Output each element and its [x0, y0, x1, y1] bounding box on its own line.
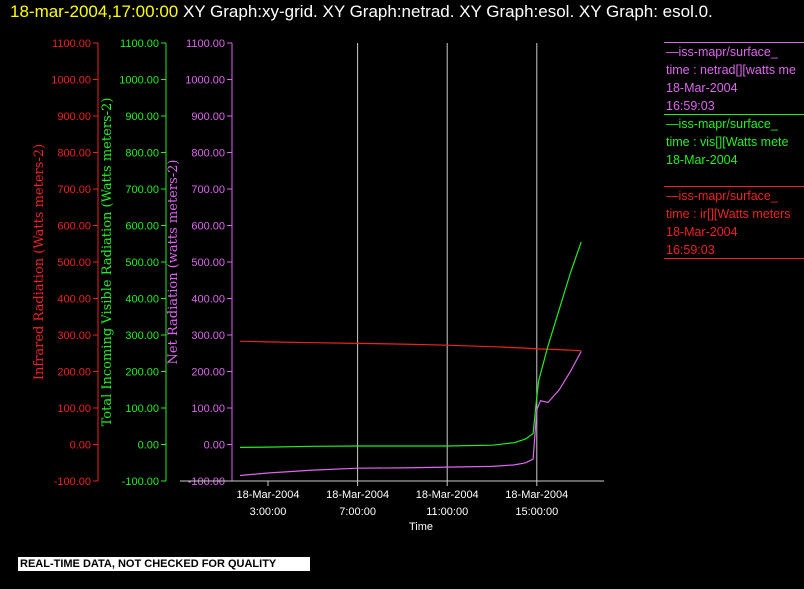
- y-tick-label: 400.00: [125, 294, 159, 306]
- y-tick-label: 200.00: [57, 367, 91, 379]
- legend-entry-text: 16:59:03: [666, 243, 715, 257]
- y-tick-label: 400.00: [57, 294, 91, 306]
- y-tick-label: 100.00: [191, 403, 225, 415]
- y-tick-label: 900.00: [57, 111, 91, 123]
- x-tick-time: 11:00:00: [426, 506, 468, 518]
- y-tick-label: 700.00: [191, 184, 225, 196]
- legend-entry-text: —iss-mapr/surface_: [666, 45, 778, 59]
- legend-separator: [664, 258, 804, 259]
- legend-entry-text: —iss-mapr/surface_: [666, 117, 778, 131]
- legend-entry-text: time : ir[][Watts meters: [666, 207, 791, 221]
- y-tick-label: 1000.00: [51, 75, 91, 87]
- legend-separator: [664, 114, 804, 115]
- legend-entry-text: 18-Mar-2004: [666, 81, 738, 95]
- y-tick-label: 100.00: [125, 403, 159, 415]
- y-tick-label: 700.00: [57, 184, 91, 196]
- y-tick-label: 800.00: [125, 148, 159, 160]
- y-tick-label: 400.00: [191, 294, 225, 306]
- legend-entry-text: 18-Mar-2004: [666, 153, 738, 167]
- y-tick-label: 900.00: [191, 111, 225, 123]
- y-tick-label: 600.00: [57, 221, 91, 233]
- y-tick-label: 300.00: [191, 330, 225, 342]
- legend-entry-text: time : netrad[][watts me: [666, 63, 796, 77]
- title-graph-list: XY Graph:xy-grid. XY Graph:netrad. XY Gr…: [178, 2, 713, 21]
- series-line: [239, 340, 582, 352]
- y-tick-label: 1000.00: [185, 75, 225, 87]
- y-tick-label: 700.00: [125, 184, 159, 196]
- y-tick-label: 500.00: [191, 257, 225, 269]
- y-tick-label: 1100.00: [52, 38, 91, 50]
- x-tick-date: 18-Mar-2004: [237, 489, 300, 501]
- legend-entry-text: time : vis[][Watts mete: [666, 135, 789, 149]
- x-tick-date: 18-Mar-2004: [505, 489, 568, 501]
- quality-disclaimer: REAL-TIME DATA, NOT CHECKED FOR QUALITY: [18, 557, 310, 571]
- y-tick-label: 600.00: [191, 221, 225, 233]
- series-line: [239, 241, 582, 448]
- y-tick-label: 0.00: [204, 440, 225, 452]
- legend-entry-text: 18-Mar-2004: [666, 225, 738, 239]
- y-tick-label: 900.00: [125, 111, 159, 123]
- y-tick-label: 800.00: [57, 148, 91, 160]
- y-axis-label: Total Incoming Visible Radiation (Watts …: [100, 98, 115, 427]
- y-tick-label: 200.00: [125, 367, 159, 379]
- y-tick-label: 800.00: [191, 148, 225, 160]
- y-tick-label: 300.00: [57, 330, 91, 342]
- legend-entry-text: —iss-mapr/surface_: [666, 189, 778, 203]
- y-axis-label: Infrared Radiation (Watts meters-2): [32, 144, 47, 380]
- y-tick-label: 200.00: [191, 367, 225, 379]
- x-tick-date: 18-Mar-2004: [326, 489, 389, 501]
- x-tick-time: 3:00:00: [250, 506, 287, 518]
- y-tick-label: 1100.00: [186, 38, 225, 50]
- y-tick-label: 500.00: [57, 257, 91, 269]
- y-tick-label: -100.00: [188, 476, 225, 488]
- x-tick-date: 18-Mar-2004: [416, 489, 479, 501]
- series-line: [239, 351, 582, 477]
- y-axis-label: Net Radiation (watts meters-2): [166, 160, 181, 365]
- y-tick-label: 1000.00: [119, 75, 159, 87]
- legend-separator: [664, 42, 804, 43]
- y-tick-label: 0.00: [70, 440, 91, 452]
- y-tick-label: 1100.00: [120, 38, 159, 50]
- y-tick-label: 300.00: [125, 330, 159, 342]
- y-tick-label: 500.00: [125, 257, 159, 269]
- legend-entry-text: 16:59:03: [666, 99, 715, 113]
- x-tick-time: 15:00:00: [515, 506, 558, 518]
- chart-title: 18-mar-2004,17:00:00 XY Graph:xy-grid. X…: [10, 1, 800, 22]
- x-axis-label: Time: [409, 521, 433, 533]
- x-tick-time: 7:00:00: [339, 506, 376, 518]
- y-tick-label: 0.00: [138, 440, 159, 452]
- title-timestamp: 18-mar-2004,17:00:00: [10, 2, 179, 21]
- y-tick-label: -100.00: [122, 476, 159, 488]
- y-tick-label: 600.00: [125, 221, 159, 233]
- legend-separator: [664, 186, 804, 187]
- y-tick-label: 100.00: [57, 403, 91, 415]
- y-tick-label: -100.00: [54, 476, 91, 488]
